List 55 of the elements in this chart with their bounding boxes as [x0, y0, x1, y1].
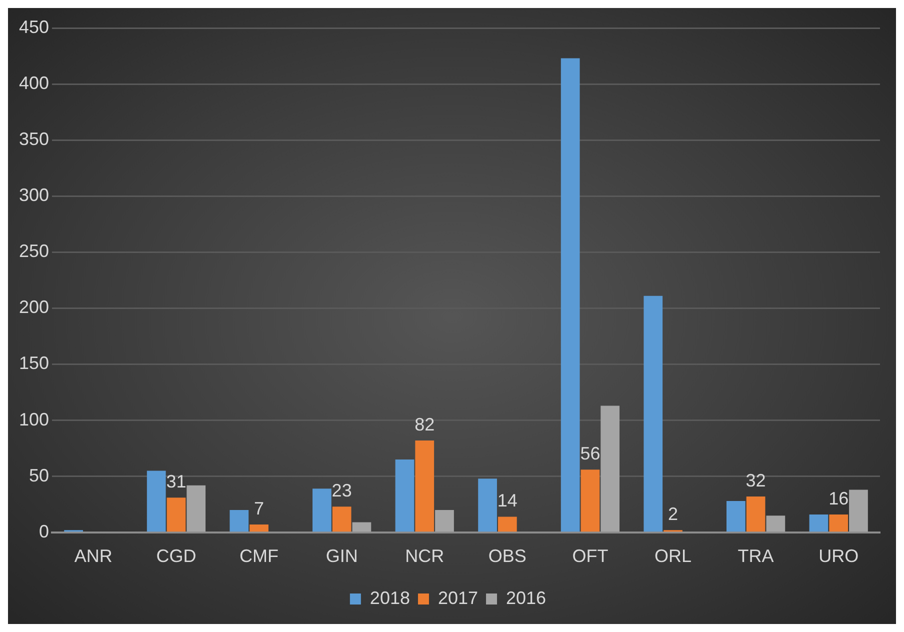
bar — [580, 470, 600, 532]
bar — [312, 488, 332, 532]
data-label: 56 — [580, 444, 600, 464]
data-label: 23 — [332, 480, 352, 501]
bar — [166, 498, 186, 532]
data-label: 7 — [254, 498, 264, 519]
x-tick-label: TRA — [738, 546, 774, 566]
bar — [829, 514, 848, 532]
y-tick-label: 350 — [18, 129, 50, 150]
data-label: 14 — [497, 490, 518, 511]
y-tick-label: 200 — [18, 297, 50, 318]
bar — [600, 406, 620, 532]
bar — [435, 510, 454, 532]
x-tick-label: CMF — [240, 546, 279, 566]
bar — [146, 470, 166, 532]
data-label: 16 — [828, 488, 849, 508]
bar — [186, 485, 206, 532]
bar — [352, 522, 372, 532]
y-tick-label: 150 — [18, 353, 50, 374]
y-tick-label: 250 — [18, 241, 50, 262]
bar — [478, 478, 497, 532]
bar — [332, 506, 352, 532]
bar — [849, 490, 868, 532]
bar — [395, 460, 414, 532]
data-label: 32 — [746, 470, 766, 490]
y-tick-label: 300 — [18, 185, 50, 206]
bar — [250, 524, 268, 532]
x-tick-label: NCR — [405, 546, 444, 566]
data-label: 2 — [668, 504, 678, 524]
x-tick-label: GIN — [326, 546, 358, 566]
bar — [746, 496, 766, 532]
bar — [809, 514, 828, 532]
x-tick-label: OBS — [488, 546, 526, 566]
y-tick-label: 100 — [18, 409, 50, 430]
x-tick-label: URO — [818, 546, 859, 566]
x-tick-label: ORL — [654, 546, 692, 566]
legend-label: 2017 — [438, 588, 478, 608]
x-tick-label: ANR — [74, 546, 112, 566]
legend-label: 2016 — [506, 588, 546, 608]
bar — [230, 510, 249, 532]
x-tick-label: OFT — [572, 546, 608, 566]
bar — [560, 58, 580, 532]
legend-label: 2018 — [370, 588, 410, 608]
bar — [766, 516, 786, 532]
data-label: 82 — [414, 414, 435, 434]
bar — [644, 296, 663, 532]
bar — [498, 516, 517, 532]
y-tick-label: 400 — [18, 73, 50, 94]
y-tick-label: 0 — [39, 521, 50, 542]
data-label: 31 — [166, 472, 186, 492]
y-tick-label: 50 — [29, 465, 50, 486]
x-tick-label: CGD — [156, 546, 196, 566]
bar — [415, 440, 434, 532]
bar — [726, 501, 746, 532]
y-tick-label: 450 — [18, 16, 50, 37]
